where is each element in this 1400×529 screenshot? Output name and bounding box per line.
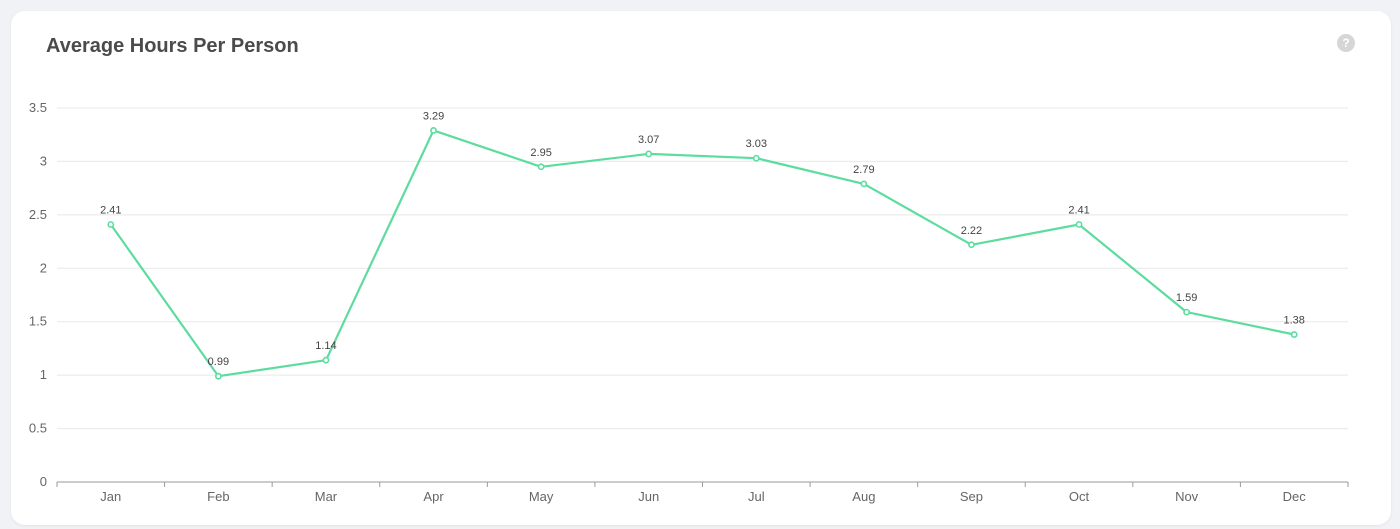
data-point [107,221,115,228]
y-tick-label: 3 [40,153,47,168]
data-point [537,163,545,171]
data-label: 3.07 [638,134,659,146]
data-label: 1.59 [1176,292,1197,304]
x-tick-label: Aug [852,489,875,504]
x-tick-label: Mar [315,489,338,504]
x-tick-label: Oct [1069,489,1090,504]
y-tick-label: 2 [40,260,47,275]
help-icon[interactable]: ? [1337,34,1355,52]
data-label: 1.38 [1283,315,1304,327]
y-tick-label: 3.5 [29,100,47,115]
x-tick-label: Apr [423,489,444,504]
x-tick-label: Jun [638,489,659,504]
data-point [1290,331,1298,338]
data-label: 2.41 [100,204,121,216]
card-title: Average Hours Per Person [46,35,299,57]
x-tick-label: Jul [748,489,765,504]
y-tick-label: 1.5 [29,314,47,329]
data-point [214,372,222,380]
data-label: 2.22 [961,225,982,237]
data-label: 3.29 [423,110,444,122]
x-tick-label: May [529,489,554,504]
y-tick-label: 2.5 [29,207,47,222]
x-tick-label: Sep [960,489,983,504]
data-label: 2.41 [1068,204,1089,216]
y-tick-label: 0.5 [29,421,47,436]
x-tick-label: Dec [1283,489,1307,504]
data-label: 3.03 [746,138,767,150]
data-label: 0.99 [208,356,229,368]
data-label: 2.95 [530,147,551,159]
y-tick-label: 0 [40,474,47,489]
data-point [860,180,868,188]
data-point [752,154,760,162]
data-label: 1.14 [315,340,336,352]
data-label: 2.79 [853,164,874,176]
y-tick-label: 1 [40,367,47,382]
x-tick-label: Nov [1175,489,1199,504]
data-point [322,356,330,364]
series-line [109,129,1296,378]
x-tick-label: Feb [207,489,229,504]
data-point [430,127,437,134]
data-point [1075,221,1083,228]
x-tick-label: Jan [100,489,121,504]
data-point [1183,308,1191,316]
data-point [645,150,653,158]
data-point [968,241,975,249]
